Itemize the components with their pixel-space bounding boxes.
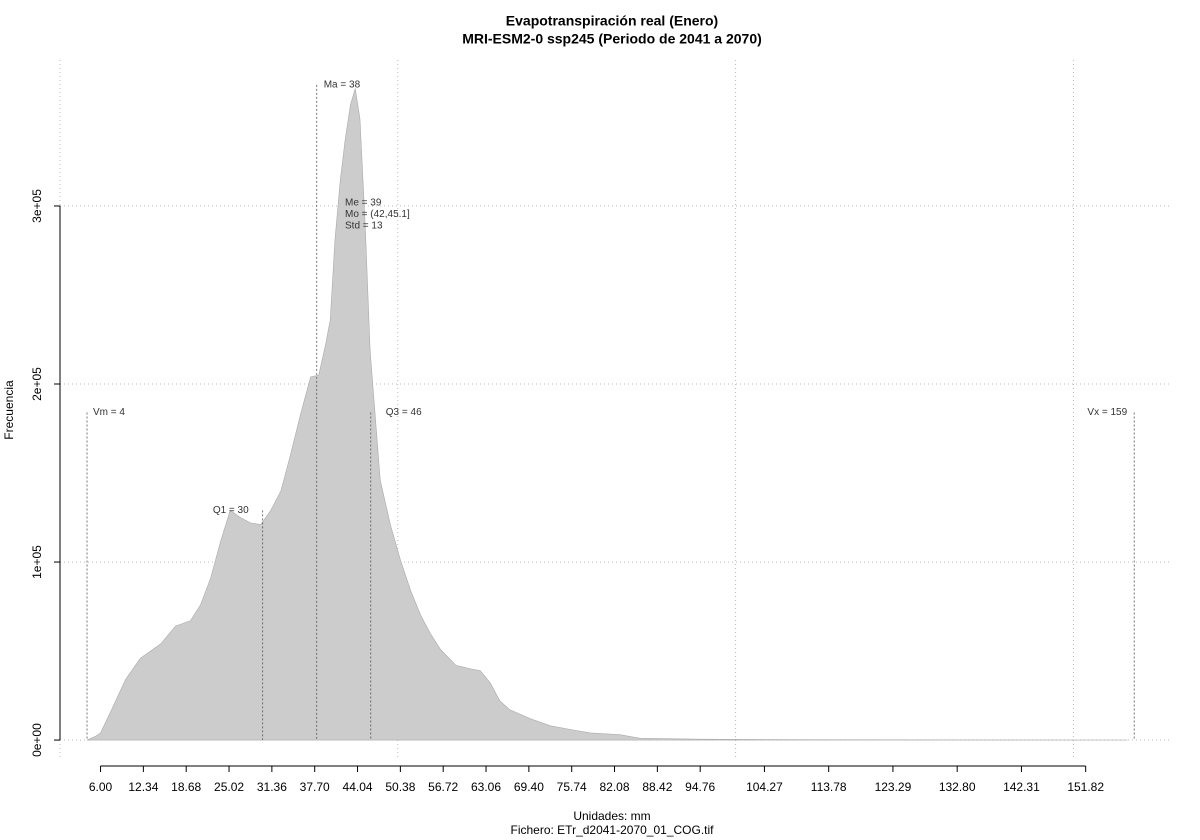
x-tick-label: 69.40 <box>514 780 544 794</box>
x-tick-label: 75.74 <box>557 780 587 794</box>
x-tick-label: 18.68 <box>171 780 201 794</box>
x-tick-label: 56.72 <box>428 780 458 794</box>
y-axis-label: Frecuencia <box>2 380 16 440</box>
x-tick-label: 142.31 <box>1003 780 1040 794</box>
x-tick-label: 151.82 <box>1067 780 1104 794</box>
x-tick-label: 25.02 <box>214 780 244 794</box>
y-tick-label: 0e+00 <box>30 723 44 757</box>
x-tick-label: 123.29 <box>875 780 912 794</box>
stat-label: Q1 = 30 <box>213 505 249 516</box>
x-tick-label: 94.76 <box>685 780 715 794</box>
x-tick-label: 31.36 <box>257 780 287 794</box>
y-tick-label: 3e+05 <box>30 189 44 223</box>
stats-text: Me = 39 <box>345 198 382 209</box>
x-tick-label: 82.08 <box>600 780 630 794</box>
x-tick-label: 132.80 <box>939 780 976 794</box>
x-tick-label: 50.38 <box>385 780 415 794</box>
chart-subtitle: MRI-ESM2-0 ssp245 (Periodo de 2041 a 207… <box>462 31 762 47</box>
chart-title: Evapotranspiración real (Enero) <box>506 13 718 29</box>
x-tick-label: 6.00 <box>89 780 113 794</box>
stats-text: Mo = (42,45.1] <box>345 209 410 220</box>
x-tick-label: 12.34 <box>128 780 158 794</box>
stat-label: Vm = 4 <box>93 407 125 418</box>
x-tick-label: 88.42 <box>642 780 672 794</box>
y-tick-label: 1e+05 <box>30 545 44 579</box>
stats-text: Std = 13 <box>345 221 383 232</box>
stat-label: Ma = 38 <box>324 80 361 91</box>
x-axis-label: Unidades: mm <box>573 809 650 823</box>
stat-label: Vx = 159 <box>1087 407 1127 418</box>
caption: Fichero: ETr_d2041-2070_01_COG.tif <box>511 823 715 837</box>
x-tick-label: 104.27 <box>746 780 783 794</box>
x-tick-label: 37.70 <box>300 780 330 794</box>
x-tick-label: 113.78 <box>811 780 847 794</box>
density-area <box>86 88 1128 741</box>
y-tick-label: 2e+05 <box>30 367 44 401</box>
x-tick-label: 63.06 <box>471 780 501 794</box>
x-tick-label: 44.04 <box>343 780 373 794</box>
stat-label: Q3 = 46 <box>386 407 422 418</box>
